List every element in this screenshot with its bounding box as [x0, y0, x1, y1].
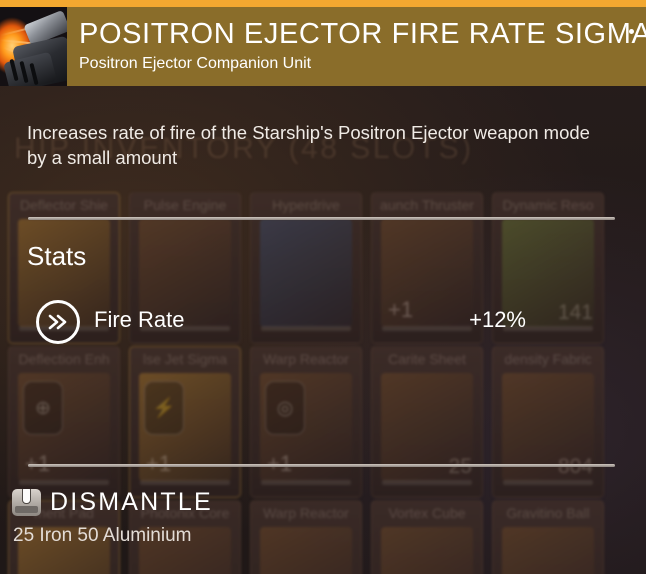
inventory-slot-bar [140, 480, 230, 485]
inventory-slot-art [502, 527, 594, 574]
inventory-slot-bar [261, 326, 351, 331]
inventory-slot[interactable]: density Fabric 804 [492, 346, 604, 498]
inventory-slot-label: Gravitino Ball [506, 505, 590, 521]
inventory-slot-label: Pulse Engine [143, 197, 227, 213]
inventory-slot[interactable]: Deflection Enh ⊕ +1 [8, 346, 120, 498]
header-accent-strip [0, 0, 646, 7]
divider-top [28, 217, 615, 220]
inventory-slot[interactable]: lse Jet Sigma ⚡ +1 [129, 346, 241, 498]
dismantle-button-icon [12, 489, 41, 516]
inventory-slot-label: Deflector Shie [20, 197, 108, 213]
inventory-slot-upgrade-badge: +1 [25, 451, 50, 477]
divider-bottom [28, 464, 615, 467]
inventory-slot-art [260, 219, 352, 327]
inventory-slot-upgrade-badge: +1 [146, 451, 171, 477]
inventory-slot-art [381, 219, 473, 327]
inventory-slot-label: Photonix Core [140, 505, 230, 521]
stat-label: Fire Rate [94, 307, 185, 332]
inventory-slot-bar [503, 326, 593, 331]
dismantle-label: DISMANTLE [50, 488, 213, 516]
page-subtitle: Positron Ejector Companion Unit [79, 54, 312, 72]
inventory-slot-label: lse Jet Sigma [142, 351, 228, 367]
inventory-slot[interactable]: Gravitino Ball [492, 500, 604, 574]
inventory-slot[interactable]: Vortex Cube [371, 500, 483, 574]
positron-ejector-thumbnail [0, 7, 67, 86]
inventory-slot-tech-icon: ⊕ [23, 381, 63, 435]
inventory-slot-bar [140, 326, 230, 331]
header-text-block: POSITRON EJECTOR FIRE RATE SIGMA Positro… [67, 7, 646, 86]
inventory-slot-label: Deflection Enh [18, 351, 110, 367]
inventory-slot-label: density Fabric [504, 351, 592, 367]
item-header: POSITRON EJECTOR FIRE RATE SIGMA Positro… [0, 7, 646, 86]
inventory-slot[interactable]: Warp Reactor ◎ +1 [250, 346, 362, 498]
inventory-slot-bar [382, 326, 472, 331]
inventory-slot[interactable]: Photonix Core [129, 500, 241, 574]
inventory-slot-art [260, 373, 352, 481]
inventory-slot-art [139, 219, 231, 327]
inventory-slot-count: 804 [558, 455, 593, 479]
inventory-slot-tech-icon: ◎ [265, 381, 305, 435]
inventory-slot-art [18, 373, 110, 481]
inventory-slot-art [18, 527, 110, 574]
inventory-slot-label: Vortex Cube [388, 505, 466, 521]
inventory-slot-label: Warp Reactor [263, 505, 349, 521]
header-indicator-dot [629, 29, 634, 34]
inventory-slot-art [381, 373, 473, 481]
inventory-slot-count: 141 [557, 301, 593, 324]
inventory-slot-label: Hyperdrive [272, 197, 340, 213]
inventory-slot-art [502, 373, 594, 481]
inventory-slot-art [502, 219, 594, 327]
stat-row-fire-rate: Fire Rate +12% [36, 300, 616, 344]
dismantle-cost: 25 Iron 50 Aluminium [13, 525, 192, 546]
inventory-slot-upgrade-badge: +1 [267, 451, 292, 477]
inventory-slot-art [260, 527, 352, 574]
inventory-slot-bar [503, 480, 593, 485]
inventory-slot-bar [19, 480, 109, 485]
inventory-slot-bar [382, 480, 472, 485]
dismantle-button[interactable]: DISMANTLE [12, 488, 213, 517]
page-title: POSITRON EJECTOR FIRE RATE SIGMA [79, 18, 646, 51]
inventory-slot[interactable]: Warp Reactor [250, 500, 362, 574]
inventory-row: ment Pad Photonix Core Warp Reactor Vortex … [8, 500, 604, 574]
inventory-slot[interactable]: Carite Sheet 25 [371, 346, 483, 498]
inventory-slot-art [139, 373, 231, 481]
inventory-slot-label: Dynamic Reso [502, 197, 594, 213]
background-screen-title: HIP INVENTORY (48 SLOTS) [14, 132, 474, 165]
inventory-slot[interactable]: Pulse Engine [129, 192, 241, 344]
fire-rate-icon [36, 300, 80, 344]
inventory-slot-art [381, 527, 473, 574]
stat-value: +12% [469, 307, 526, 332]
inventory-slot-bar [261, 480, 351, 485]
inventory-row: Deflection Enh⊕+1lse Jet Sigma⚡+1Warp Re… [8, 346, 604, 498]
inventory-slot-count: 25 [449, 455, 472, 479]
inventory-slot-upgrade-badge: +1 [388, 297, 414, 322]
inventory-slot-art [139, 527, 231, 574]
stats-heading: Stats [27, 241, 87, 271]
inventory-slot-label: Warp Reactor [263, 351, 349, 367]
inventory-slot-label: Carite Sheet [388, 351, 466, 367]
item-description: Increases rate of fire of the Starship's… [27, 122, 590, 169]
inventory-slot-tech-icon: ⚡ [144, 381, 184, 435]
inventory-slot-label: aunch Thruster [380, 197, 474, 213]
inventory-slot-label: ment Pad [34, 505, 94, 521]
